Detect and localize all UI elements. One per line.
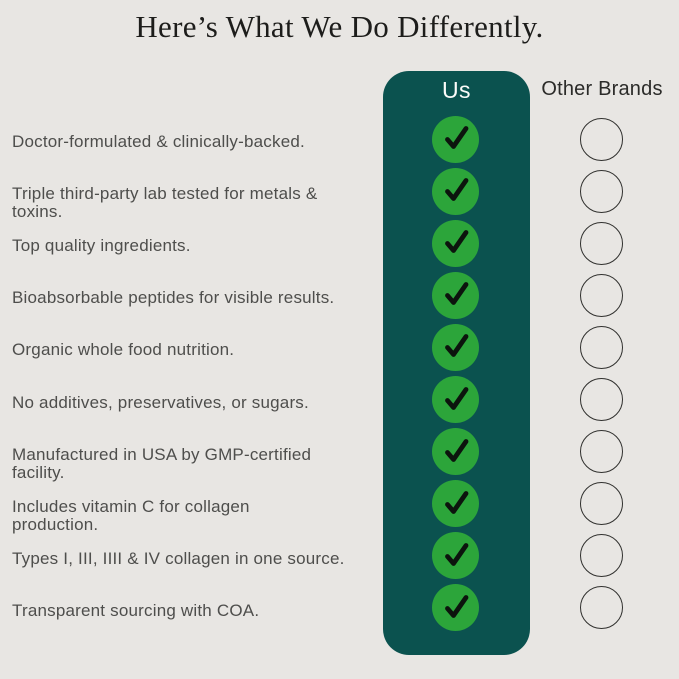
empty-circle-icon — [580, 586, 623, 630]
check-icon — [432, 115, 479, 163]
check-icon — [432, 271, 479, 319]
feature-text: Bioabsorbable peptides for visible resul… — [12, 288, 335, 308]
check-icon — [432, 323, 479, 371]
other-brands-column-header: Other Brands — [541, 78, 663, 100]
empty-circle-icon — [580, 221, 623, 265]
empty-circle-icon — [580, 534, 623, 578]
empty-circle-icon — [580, 482, 623, 526]
check-icon — [432, 532, 479, 580]
feature-text: Types I, III, IIII & IV collagen in one … — [12, 548, 345, 568]
check-icon — [432, 480, 479, 528]
check-icon — [432, 376, 479, 423]
feature-text: Doctor-formulated & clinically-backed. — [12, 132, 305, 151]
empty-circle-icon — [580, 325, 623, 369]
us-column-header: Us — [442, 77, 471, 103]
feature-text: Manufactured in USA by GMP-certified fac… — [12, 444, 312, 482]
empty-circle-icon — [580, 169, 623, 213]
feature-text: Top quality ingredients. — [12, 236, 191, 256]
check-icon — [432, 167, 479, 215]
empty-circle-icon — [580, 378, 623, 421]
check-icon — [432, 584, 479, 632]
check-icon — [432, 219, 479, 267]
feature-text: Organic whole food nutrition. — [12, 340, 235, 360]
empty-circle-icon — [580, 430, 623, 474]
empty-circle-icon — [580, 273, 623, 317]
empty-circle-icon — [580, 117, 623, 161]
feature-text: Transparent sourcing with COA. — [12, 600, 260, 620]
page-title: Here’s What We Do Differently. — [135, 9, 544, 44]
feature-text: Triple third-party lab tested for metals… — [12, 184, 318, 222]
feature-text: Includes vitamin C for collagen producti… — [12, 496, 250, 534]
check-icon — [432, 428, 479, 476]
feature-text: No additives, preservatives, or sugars. — [12, 392, 309, 412]
